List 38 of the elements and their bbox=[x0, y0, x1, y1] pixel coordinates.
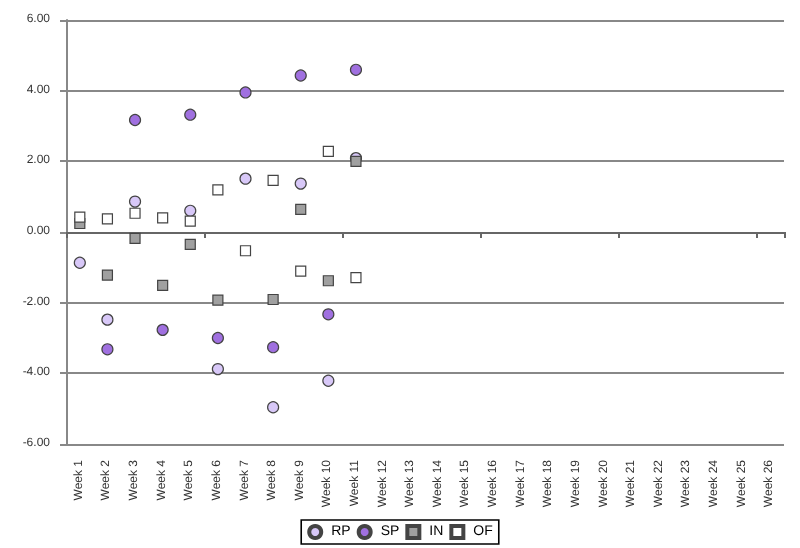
point bbox=[295, 265, 307, 277]
point bbox=[184, 238, 196, 250]
point bbox=[73, 256, 86, 269]
point bbox=[157, 279, 169, 291]
point bbox=[101, 213, 114, 225]
point bbox=[322, 308, 335, 321]
point bbox=[184, 215, 196, 227]
point bbox=[101, 343, 114, 356]
point bbox=[212, 294, 224, 306]
point bbox=[322, 275, 334, 287]
point bbox=[129, 232, 141, 244]
point bbox=[129, 207, 141, 219]
point bbox=[212, 184, 224, 196]
point bbox=[267, 401, 280, 414]
point bbox=[349, 63, 363, 76]
point bbox=[267, 293, 279, 306]
point bbox=[156, 323, 169, 336]
point bbox=[322, 145, 334, 158]
point bbox=[267, 174, 279, 187]
point bbox=[294, 69, 307, 82]
point bbox=[128, 113, 142, 127]
point bbox=[157, 212, 169, 224]
point bbox=[211, 331, 224, 345]
point bbox=[211, 363, 224, 376]
point bbox=[184, 204, 197, 217]
point bbox=[239, 86, 252, 99]
point bbox=[239, 245, 252, 257]
point bbox=[322, 374, 335, 387]
point bbox=[239, 172, 252, 185]
point bbox=[101, 269, 114, 281]
point bbox=[184, 108, 197, 121]
point bbox=[74, 211, 86, 223]
point bbox=[128, 195, 142, 208]
point bbox=[267, 341, 280, 354]
point bbox=[350, 271, 362, 284]
point bbox=[295, 203, 307, 215]
point bbox=[101, 313, 114, 326]
point bbox=[294, 177, 307, 190]
